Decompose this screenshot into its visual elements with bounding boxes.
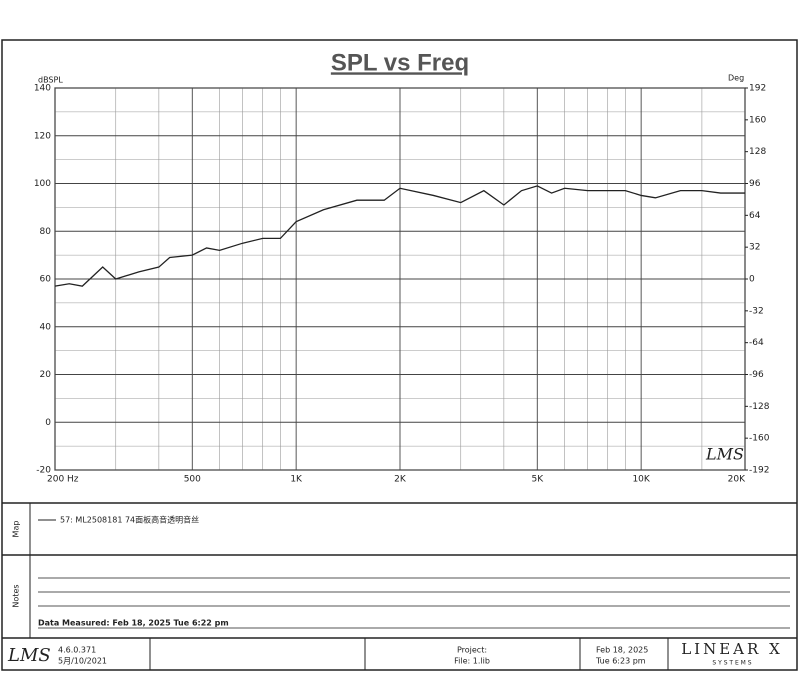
- y2-tick-label: -64: [749, 338, 764, 348]
- x-tick-label: 10K: [632, 475, 650, 485]
- time: Tue 6:23 pm: [595, 657, 646, 666]
- y2-tick-label: 64: [749, 211, 761, 221]
- y2-axis-label: Deg: [728, 74, 744, 83]
- y2-tick-label: 0: [749, 275, 755, 285]
- y-tick-label: 140: [34, 84, 51, 94]
- notes-text: Data Measured: Feb 18, 2025 Tue 6:22 pm: [38, 619, 229, 628]
- y2-tick-label: -160: [749, 434, 770, 444]
- x-tick-label: 500: [184, 475, 201, 485]
- panel-label: Notes: [12, 584, 21, 607]
- y-tick-label: 80: [40, 227, 52, 237]
- y-tick-label: -20: [36, 466, 51, 476]
- y-tick-label: 40: [40, 322, 52, 332]
- brand: LINEAR X: [681, 640, 783, 658]
- series-line: [54, 185, 745, 287]
- y2-tick-label: 160: [749, 115, 766, 125]
- outer-frame: [1, 39, 798, 671]
- version: 4.6.0.371: [58, 646, 96, 655]
- brand-sub: S Y S T E M S: [712, 660, 751, 667]
- project: Project:: [457, 646, 487, 655]
- y2-tick-label: -96: [749, 370, 764, 380]
- watermark: LMS: [705, 445, 744, 464]
- x-tick-label: 2K: [394, 475, 407, 485]
- legend-entry: 57: ML2508181 74面板高音透明音丝: [60, 515, 199, 525]
- y2-tick-label: 32: [749, 243, 760, 253]
- y-tick-label: 60: [40, 275, 52, 285]
- y-axis-label: dBSPL: [38, 76, 63, 85]
- x-tick-label: 20K: [728, 475, 746, 485]
- x-tick-label: 200 Hz: [47, 475, 79, 485]
- logo: LMS: [7, 645, 51, 666]
- y2-tick-label: 96: [749, 179, 761, 189]
- y-tick-label: 100: [34, 179, 51, 189]
- chart-title: SPL vs Freq: [331, 49, 469, 76]
- y2-tick-label: -128: [749, 402, 770, 412]
- y-tick-label: 20: [40, 370, 52, 380]
- y-tick-label: 120: [34, 131, 51, 141]
- y2-tick-label: -32: [749, 306, 764, 316]
- x-tick-label: 1K: [290, 475, 303, 485]
- x-tick-label: 5K: [531, 475, 544, 485]
- date: Feb 18, 2025: [596, 646, 648, 655]
- build-date: 5月/10/2021: [58, 657, 107, 666]
- y2-tick-label: 192: [749, 84, 766, 94]
- panel-label: Map: [12, 521, 21, 538]
- y-tick-label: 0: [45, 418, 51, 428]
- file: File: 1.lib: [454, 657, 490, 666]
- y2-tick-label: 128: [749, 147, 766, 157]
- y2-tick-label: -192: [749, 466, 769, 476]
